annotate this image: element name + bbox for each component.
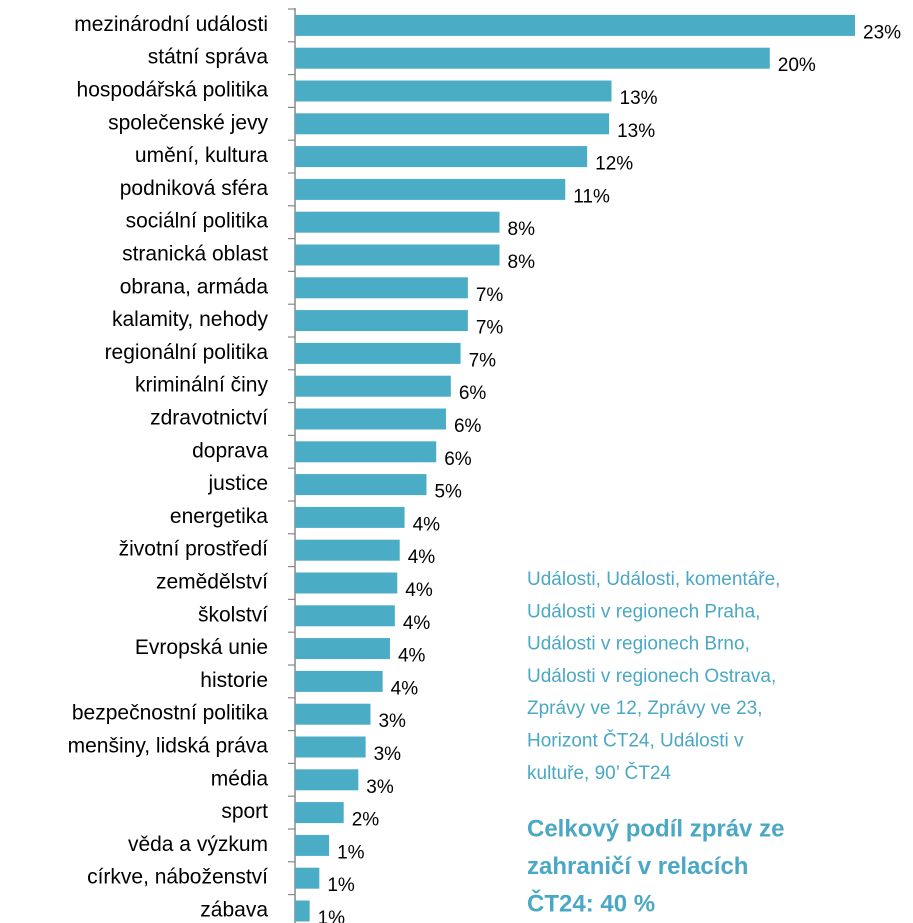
value-label: 6% — [444, 449, 472, 470]
summary: zahraničí v relacích — [527, 853, 748, 880]
category-label: sport — [221, 800, 268, 823]
bar — [295, 867, 320, 889]
value-label: 3% — [374, 744, 402, 765]
bar — [295, 670, 383, 692]
value-label: 5% — [434, 482, 462, 503]
bar — [295, 146, 588, 168]
value-label: 23% — [863, 22, 901, 43]
bar — [295, 539, 400, 561]
annotation: Události v regionech Ostrava, — [527, 666, 776, 687]
value-label: 4% — [413, 514, 441, 535]
value-label: 3% — [378, 711, 406, 732]
annotation: Horizont ČT24, Události v — [527, 730, 744, 752]
value-label: 6% — [459, 383, 487, 404]
value-label: 7% — [469, 350, 497, 371]
bar — [295, 277, 468, 299]
bar — [295, 802, 344, 824]
category-label: energetika — [170, 505, 268, 528]
category-label: mezinárodní události — [74, 13, 268, 36]
bar — [295, 474, 427, 496]
bar — [295, 834, 330, 856]
category-label: životní prostředí — [119, 538, 269, 561]
category-label: umění, kultura — [135, 144, 268, 167]
category-label: společenské jevy — [108, 111, 268, 134]
summary: Celkový podíl zpráv ze — [527, 815, 784, 842]
value-label: 7% — [476, 318, 504, 339]
category-label: věda a výzkum — [128, 833, 268, 856]
value-label: 6% — [454, 416, 482, 437]
value-label: 4% — [398, 646, 426, 667]
value-label: 11% — [573, 186, 610, 207]
bar — [295, 506, 405, 528]
annotation: Události v regionech Brno, — [527, 634, 750, 655]
value-label: 2% — [352, 810, 380, 831]
value-label: 4% — [391, 678, 419, 699]
bar — [295, 638, 390, 660]
category-label: zemědělství — [156, 571, 268, 594]
bar — [295, 572, 398, 594]
value-label: 8% — [508, 219, 536, 240]
category-label: justice — [207, 472, 268, 495]
bar — [295, 14, 855, 36]
bar — [295, 244, 500, 266]
value-label: 12% — [595, 154, 633, 175]
category-label: stranická oblast — [122, 243, 268, 266]
value-label: 1% — [318, 908, 346, 923]
bar — [295, 736, 366, 758]
category-label: obrana, armáda — [120, 275, 269, 298]
value-label: 13% — [620, 88, 658, 109]
category-label: bezpečnostní politika — [72, 702, 268, 725]
value-label: 13% — [617, 121, 655, 142]
category-label: církve, náboženství — [87, 866, 268, 889]
value-label: 8% — [508, 252, 536, 273]
value-label: 1% — [337, 842, 365, 863]
value-label: 7% — [476, 285, 504, 306]
category-label: regionální politika — [105, 341, 269, 364]
value-label: 4% — [408, 547, 436, 568]
bar — [295, 605, 395, 627]
bar — [295, 900, 310, 922]
bar — [295, 113, 610, 135]
category-label: kriminální činy — [135, 374, 269, 397]
value-label: 1% — [327, 875, 355, 896]
bar — [295, 178, 566, 200]
value-label: 20% — [778, 55, 816, 76]
category-label: sociální politika — [126, 210, 269, 233]
category-label: zdravotnictví — [150, 407, 268, 430]
bar — [295, 47, 770, 69]
category-label: Evropská unie — [135, 636, 268, 659]
category-label: státní správa — [148, 46, 269, 69]
bar — [295, 211, 500, 233]
annotation: kultuře, 90’ ČT24 — [527, 762, 671, 784]
summary: ČT24: 40 % — [527, 889, 655, 917]
bar — [295, 703, 371, 725]
annotation: Zprávy ve 12, Zprávy ve 23, — [527, 698, 763, 719]
bar — [295, 342, 461, 364]
category-label: doprava — [192, 439, 268, 462]
category-label: hospodářská politika — [77, 79, 269, 102]
category-label: historie — [200, 669, 268, 692]
category-label: podniková sféra — [120, 177, 269, 200]
bar — [295, 310, 468, 332]
annotation: Události, Události, komentáře, — [527, 569, 780, 590]
category-label: kalamity, nehody — [112, 308, 269, 331]
bar — [295, 769, 359, 791]
category-label: média — [211, 767, 269, 790]
bar — [295, 441, 437, 463]
bar — [295, 375, 451, 397]
bar — [295, 408, 446, 430]
category-label: zábava — [200, 899, 268, 922]
category-label: menšiny, lidská práva — [68, 735, 269, 758]
bar — [295, 80, 612, 102]
value-label: 4% — [405, 580, 433, 601]
annotation: Události v regionech Praha, — [527, 601, 760, 622]
category-label: školství — [198, 603, 268, 626]
value-label: 4% — [403, 613, 431, 634]
value-label: 3% — [366, 777, 394, 798]
